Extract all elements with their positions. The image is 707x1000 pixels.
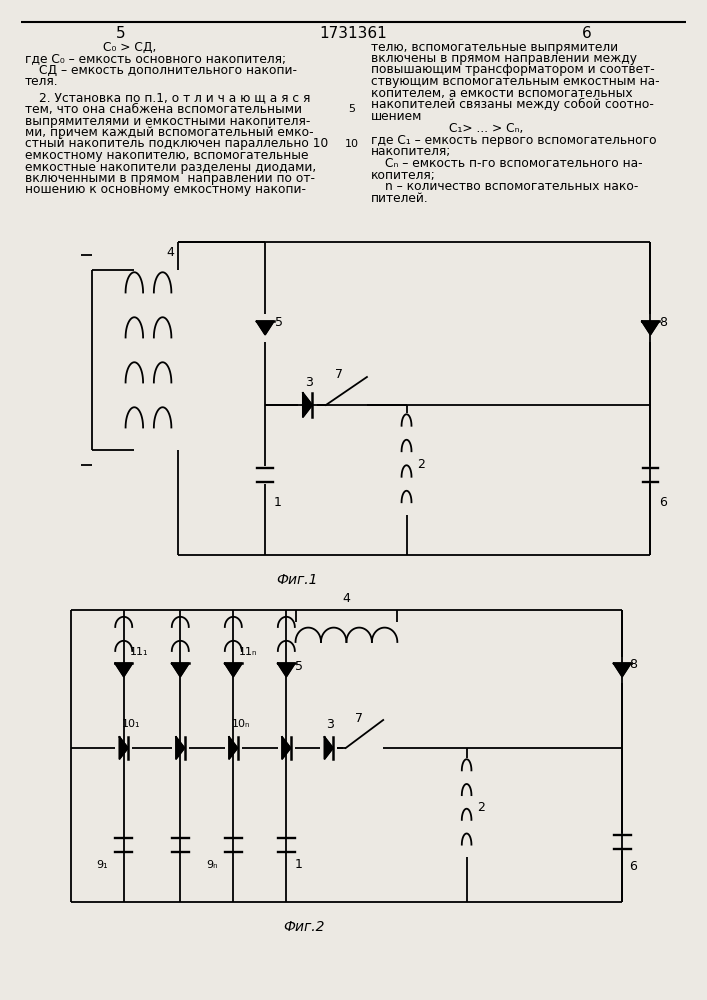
Text: где C₁ – емкость первого вспомогательного: где C₁ – емкость первого вспомогательног… [371, 134, 657, 147]
Text: 7: 7 [355, 712, 363, 724]
Text: 4: 4 [166, 245, 174, 258]
Text: теля.: теля. [25, 75, 59, 88]
Polygon shape [642, 321, 659, 335]
Text: CД – емкость дополнительного накопи-: CД – емкость дополнительного накопи- [39, 64, 297, 77]
Polygon shape [119, 737, 128, 759]
Text: 5: 5 [115, 25, 125, 40]
Polygon shape [176, 737, 185, 759]
Text: n – количество вспомогательных нако-: n – количество вспомогательных нако- [385, 180, 638, 193]
Text: Фиг.1: Фиг.1 [276, 573, 317, 587]
Text: шением: шением [371, 109, 423, 122]
Polygon shape [172, 663, 189, 677]
Polygon shape [303, 393, 312, 417]
Text: копителя;: копителя; [371, 168, 436, 182]
Text: 6: 6 [659, 496, 667, 510]
Polygon shape [115, 663, 132, 677]
Text: емкостные накопители разделены диодами,: емкостные накопители разделены диодами, [25, 160, 316, 174]
Text: пителей.: пителей. [371, 192, 429, 205]
Polygon shape [278, 663, 295, 677]
Text: ношению к основному емкостному накопи-: ношению к основному емкостному накопи- [25, 184, 305, 196]
Text: тем, что она снабжена вспомогательными: тем, что она снабжена вспомогательными [25, 103, 302, 116]
Text: 3: 3 [326, 718, 334, 730]
Text: 5: 5 [275, 316, 283, 328]
Text: 2: 2 [417, 458, 425, 471]
Text: C₀ > CД,: C₀ > CД, [103, 40, 156, 53]
Text: накопителей связаны между собой соотно-: накопителей связаны между собой соотно- [371, 98, 654, 111]
Polygon shape [282, 737, 291, 759]
Text: C₁> ... > Cₙ,: C₁> ... > Cₙ, [449, 122, 523, 135]
Text: 5: 5 [348, 104, 355, 114]
Text: ми, причем каждый вспомогательный емко-: ми, причем каждый вспомогательный емко- [25, 126, 313, 139]
Text: 5: 5 [295, 660, 303, 672]
Text: копителем, а емкости вспомогательных: копителем, а емкости вспомогательных [371, 87, 633, 100]
Polygon shape [257, 321, 274, 335]
Text: телю, вспомогательные выпрямители: телю, вспомогательные выпрямители [371, 40, 619, 53]
Text: 9₁: 9₁ [97, 860, 108, 870]
Text: накопителя;: накопителя; [371, 145, 452, 158]
Text: включенными в прямом  направлении по от-: включенными в прямом направлении по от- [25, 172, 315, 185]
Text: 10ₙ: 10ₙ [232, 719, 250, 729]
Polygon shape [229, 737, 238, 759]
Text: 1: 1 [295, 858, 303, 871]
Text: 6: 6 [629, 860, 637, 874]
Text: выпрямителями и емкостными накопителя-: выпрямителями и емкостными накопителя- [25, 114, 310, 127]
Text: 7: 7 [335, 368, 343, 381]
Text: включены в прямом направлении между: включены в прямом направлении между [371, 52, 637, 65]
Text: 1: 1 [274, 496, 281, 510]
Text: 8: 8 [629, 658, 637, 670]
Polygon shape [325, 737, 333, 759]
Text: 3: 3 [305, 376, 312, 389]
Text: 1731361: 1731361 [320, 25, 387, 40]
Text: Cₙ – емкость п-го вспомогательного на-: Cₙ – емкость п-го вспомогательного на- [385, 157, 643, 170]
Text: 4: 4 [342, 591, 351, 604]
Text: 11₁: 11₁ [129, 647, 148, 657]
Text: Фиг.2: Фиг.2 [284, 920, 325, 934]
Text: емкостному накопителю, вспомогательные: емкостному накопителю, вспомогательные [25, 149, 308, 162]
Text: 11ₙ: 11ₙ [239, 647, 257, 657]
Text: 10₁: 10₁ [122, 719, 141, 729]
Polygon shape [225, 663, 242, 677]
Polygon shape [614, 663, 631, 677]
Text: 2: 2 [477, 801, 485, 814]
Text: 8: 8 [659, 316, 667, 328]
Text: повышающим трансформатором и соответ-: повышающим трансформатором и соответ- [371, 64, 655, 77]
Text: где C₀ – емкость основного накопителя;: где C₀ – емкость основного накопителя; [25, 52, 286, 65]
Text: стный накопитель подключен параллельно 10: стный накопитель подключен параллельно 1… [25, 137, 328, 150]
Text: 6: 6 [582, 25, 592, 40]
Text: ствующим вспомогательным емкостным на-: ствующим вспомогательным емкостным на- [371, 75, 660, 88]
Text: 9ₙ: 9ₙ [206, 860, 218, 870]
Text: 2. Установка по п.1, о т л и ч а ю щ а я с я: 2. Установка по п.1, о т л и ч а ю щ а я… [39, 92, 310, 104]
Text: 10: 10 [344, 139, 358, 149]
